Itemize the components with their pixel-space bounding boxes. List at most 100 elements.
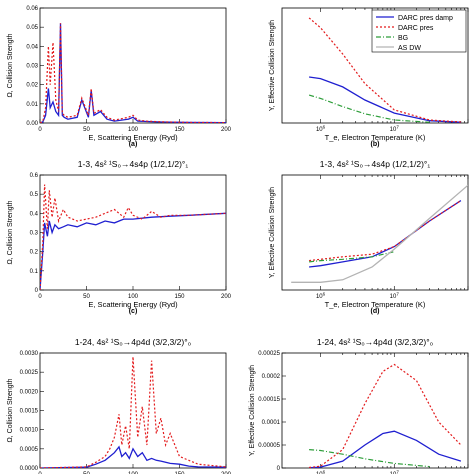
x-tick-label: 106 (316, 125, 326, 134)
plot-frame (281, 174, 469, 291)
x-tick-label: 107 (390, 292, 400, 301)
legend-label: BG (398, 35, 408, 42)
x-tick-label: 50 (83, 127, 90, 133)
y-tick-label: 0.00 (26, 121, 38, 127)
series-group (291, 184, 468, 283)
legend-label: DARC pres damp (398, 15, 453, 22)
y-tick-label: 0.0005 (20, 447, 39, 453)
plot-frame (281, 352, 469, 469)
x-tick-label: 200 (221, 472, 232, 474)
x-axis-label: E, Scattering Energy (Ryd) (88, 300, 178, 309)
y-tick-label: 0.00015 (258, 397, 280, 403)
panel-label: (d) (371, 308, 380, 315)
panel-label: (a) (129, 141, 138, 148)
x-tick-label: 100 (128, 127, 139, 133)
x-tick-label: 150 (174, 294, 185, 300)
x-tick-label: 0 (38, 294, 42, 300)
plot-frame (39, 7, 227, 124)
series-line-darc-pres-damp (40, 23, 226, 123)
series-line-bg (309, 251, 395, 263)
x-tick-label: 107 (390, 470, 400, 474)
chart-panel-f: 106 107 0 0.00005 0.0001 0.00015 0.0002 0.00025… (249, 337, 469, 474)
y-tick-label: 0.06 (26, 6, 38, 12)
series-line-darc-pres (309, 200, 462, 262)
panel-title: 1-24, 4s² ¹S₀→4p4d (3/2,3/2)°₀ (75, 337, 192, 347)
y-tick-label: 0.03 (26, 64, 38, 70)
panel-label: (c) (129, 308, 138, 315)
x-tick-label: 50 (83, 472, 90, 474)
series-line-darc-pres (40, 23, 226, 123)
y-tick-label: 0.02 (26, 83, 38, 89)
plot-frame (39, 174, 227, 291)
series-line-darc-pres-damp (309, 430, 462, 468)
x-tick-label: 106 (316, 470, 326, 474)
x-tick-label: 107 (390, 125, 400, 134)
y-tick-label: 0 (277, 466, 281, 472)
y-axis-label: Ω, Collision Strength (7, 378, 14, 442)
series-line-darc-pres-damp (309, 76, 461, 123)
series-line-darc-pres-damp (40, 445, 226, 468)
y-tick-label: 0.0025 (20, 370, 39, 376)
series-line-darc-pres (40, 184, 226, 290)
y-tick-label: 0.00005 (258, 443, 280, 449)
legend-label: AS DW (398, 45, 421, 52)
x-axis-label: T_e, Electron Temperature (K) (325, 133, 426, 142)
x-tick-label: 100 (128, 294, 139, 300)
x-axis-label: T_e, Electron Temperature (K) (325, 300, 426, 309)
y-axis-label: Υ, Effective Collision Strength (269, 187, 276, 278)
x-tick-label: 150 (174, 472, 185, 474)
y-tick-label: 0.0002 (262, 374, 281, 380)
legend-label: DARC pres (398, 25, 434, 32)
y-tick-label: 0.3 (30, 231, 39, 237)
panel-title: 1-3, 4s² ¹S₀→4s4p (1/2,1/2)°₁ (78, 159, 189, 169)
series-line-bg (308, 94, 430, 123)
series-group (40, 356, 226, 468)
series-line-darc-pres (309, 363, 462, 468)
legend: DARC pres damp DARC pres BG AS DW (371, 9, 467, 53)
y-tick-label: 0.6 (30, 173, 39, 179)
series-line-darc-pres-damp (40, 212, 226, 290)
series-group (40, 23, 226, 123)
panel-label: (b) (371, 141, 380, 148)
series-group (308, 17, 461, 123)
y-tick-label: 0.0020 (20, 389, 39, 395)
y-axis-label: Υ, Effective Collision Strength (249, 365, 256, 456)
x-tick-label: 200 (221, 127, 232, 133)
panel-title: 1-24, 4s² ¹S₀→4p4d (3/2,3/2)°₀ (317, 337, 434, 347)
y-tick-label: 0.0030 (20, 351, 39, 357)
chart-panel-c: 0 50 100 150 200 0 0.1 0.2 0.3 0.4 0.5 0.6 E, Scatte… (7, 159, 232, 315)
y-tick-label: 0.04 (26, 44, 38, 50)
chart-panel-a: 0 50 100 150 200 0.00 0.01 0.02 0.03 0.04 0.05 0.06… (7, 6, 232, 148)
plot-frame (281, 7, 469, 124)
x-tick-label: 150 (174, 127, 185, 133)
y-tick-label: 0 (35, 288, 39, 294)
y-tick-label: 0.00025 (258, 351, 280, 357)
y-tick-label: 0.0010 (20, 428, 39, 434)
y-tick-label: 0.0001 (262, 420, 281, 426)
y-axis-label: Υ, Effective Collision Strength (269, 20, 276, 111)
y-tick-label: 0.01 (26, 102, 38, 108)
series-group (309, 363, 462, 468)
chart-panel-e: 0 50 100 150 200 0.0000 0.0005 0.0010 0.0015 0.00… (7, 337, 232, 474)
y-axis-label: Ω, Collision Strength (7, 33, 14, 97)
series-line-bg (309, 449, 430, 468)
y-axis-label: Ω, Collision Strength (7, 200, 14, 264)
x-tick-label: 200 (221, 294, 232, 300)
series-group (40, 184, 226, 290)
y-tick-label: 0.0015 (20, 409, 39, 415)
y-tick-label: 0.2 (30, 250, 39, 256)
y-tick-label: 0.0000 (20, 466, 39, 472)
x-tick-label: 0 (38, 472, 42, 474)
y-tick-label: 0.1 (30, 269, 39, 275)
series-line-as-dw (291, 184, 468, 283)
x-tick-label: 0 (38, 127, 42, 133)
x-axis-label: E, Scattering Energy (Ryd) (88, 133, 178, 142)
series-line-darc-pres (40, 356, 226, 468)
y-tick-label: 0.05 (26, 25, 38, 31)
x-tick-label: 106 (316, 292, 326, 301)
x-tick-label: 50 (83, 294, 90, 300)
x-tick-label: 100 (128, 472, 139, 474)
